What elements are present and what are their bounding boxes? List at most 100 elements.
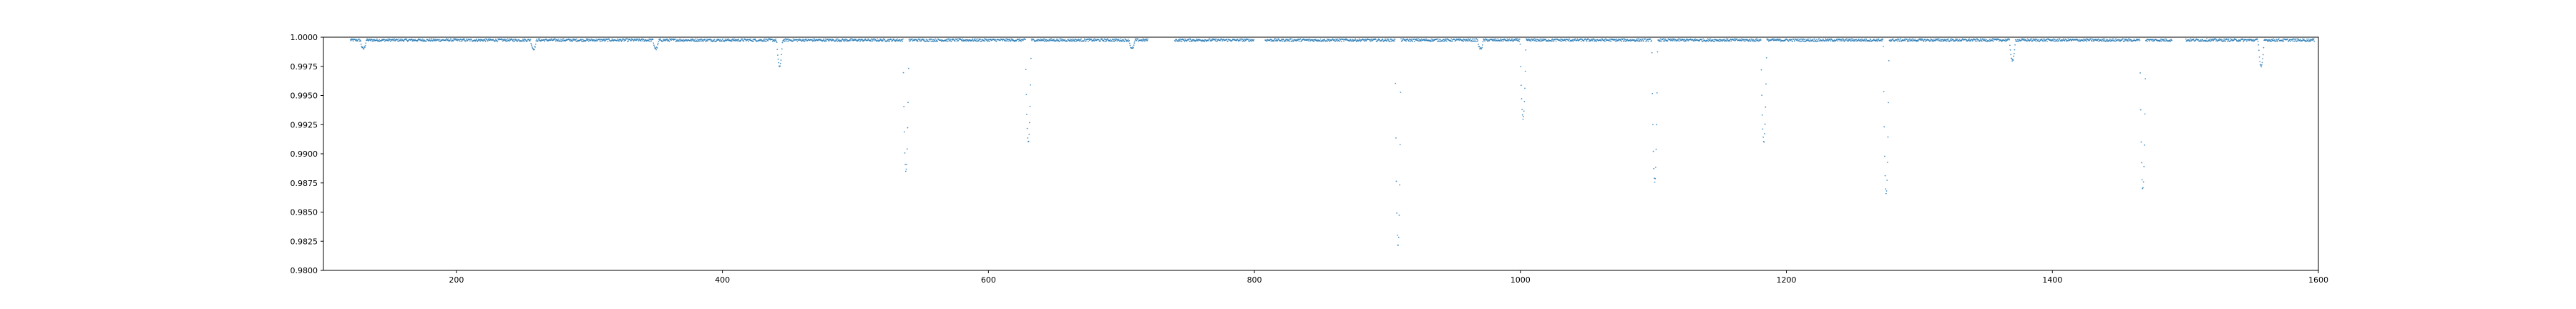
data-point <box>1616 38 1618 40</box>
data-point <box>514 39 516 41</box>
data-point <box>2197 39 2200 41</box>
data-point <box>367 39 369 41</box>
data-point <box>1938 38 1940 40</box>
data-point <box>653 42 655 44</box>
data-point <box>1701 39 1703 41</box>
data-point <box>2258 44 2260 46</box>
data-point <box>1281 38 1283 40</box>
data-point <box>1394 38 1396 40</box>
data-point <box>1472 38 1474 40</box>
data-point <box>1840 40 1843 41</box>
data-point <box>1363 40 1365 42</box>
data-point <box>1937 38 1938 40</box>
data-point <box>1865 40 1867 42</box>
data-point <box>1923 40 1925 42</box>
data-point <box>2095 39 2097 40</box>
data-point <box>655 49 658 51</box>
data-point <box>932 39 935 41</box>
data-point <box>433 38 435 40</box>
data-point <box>694 38 696 40</box>
data-point <box>482 40 484 42</box>
data-point <box>2240 40 2241 42</box>
data-point <box>1178 40 1180 42</box>
data-point <box>1284 40 1286 42</box>
data-point <box>1568 38 1571 40</box>
data-point <box>1949 39 1951 41</box>
data-point <box>657 44 658 46</box>
data-point <box>369 39 371 40</box>
data-point <box>2143 165 2145 167</box>
data-point <box>1850 40 1852 42</box>
data-point <box>1937 39 1939 41</box>
data-point <box>1516 38 1518 40</box>
data-point <box>1500 38 1502 40</box>
data-point <box>1002 39 1004 41</box>
data-point <box>1749 39 1751 41</box>
data-point <box>1892 38 1894 40</box>
data-point <box>371 40 374 42</box>
data-point <box>1755 39 1756 41</box>
data-point <box>2145 78 2147 80</box>
data-point <box>2117 39 2119 41</box>
data-point <box>1825 38 1827 40</box>
data-point <box>2051 40 2053 42</box>
data-point <box>1551 38 1553 40</box>
data-point <box>1956 38 1958 40</box>
data-point <box>2188 40 2190 42</box>
data-point <box>737 40 738 42</box>
data-point <box>1351 39 1353 41</box>
data-point <box>1991 39 1994 41</box>
data-point <box>1420 38 1423 40</box>
data-point <box>796 40 799 42</box>
data-point <box>1022 39 1024 41</box>
data-point <box>1586 40 1588 42</box>
data-point <box>2098 40 2100 42</box>
data-point <box>849 38 852 40</box>
data-point <box>1775 39 1777 41</box>
data-point <box>1765 57 1767 59</box>
y-tick-label: 0.9950 <box>291 92 318 101</box>
data-point <box>905 168 907 170</box>
data-point <box>844 40 845 42</box>
data-point <box>2119 40 2121 42</box>
data-point <box>1274 38 1276 40</box>
data-point <box>1655 148 1657 150</box>
data-point <box>1889 40 1891 42</box>
data-point <box>658 41 660 42</box>
data-point <box>1245 39 1247 41</box>
data-point <box>363 48 365 49</box>
data-point <box>1675 40 1677 42</box>
data-point <box>1802 39 1804 41</box>
data-point <box>535 43 537 45</box>
data-point <box>507 38 509 40</box>
data-point <box>1727 38 1729 40</box>
data-point <box>711 39 713 41</box>
data-point <box>2218 38 2220 40</box>
data-point <box>1885 190 1888 192</box>
data-point <box>1210 39 1212 41</box>
data-point <box>1299 38 1302 40</box>
data-point <box>1438 39 1440 40</box>
data-point <box>890 39 892 41</box>
data-point <box>917 40 919 42</box>
data-point <box>374 39 376 41</box>
data-point <box>1395 82 1397 84</box>
data-point <box>835 39 837 41</box>
data-point <box>2277 40 2278 42</box>
data-point <box>1123 40 1126 42</box>
data-point <box>917 39 918 41</box>
data-point <box>522 39 525 41</box>
data-point <box>752 39 754 40</box>
data-point <box>572 40 573 42</box>
data-point <box>2012 59 2014 62</box>
data-point <box>1660 40 1662 42</box>
x-tick-label: 1000 <box>1511 275 1531 285</box>
data-point <box>1979 39 1981 41</box>
data-point <box>986 39 988 41</box>
data-point <box>1028 140 1030 142</box>
data-point <box>1982 38 1984 40</box>
data-point <box>389 39 391 41</box>
data-point <box>1735 39 1736 41</box>
data-point <box>907 67 909 69</box>
data-point <box>1377 38 1380 40</box>
